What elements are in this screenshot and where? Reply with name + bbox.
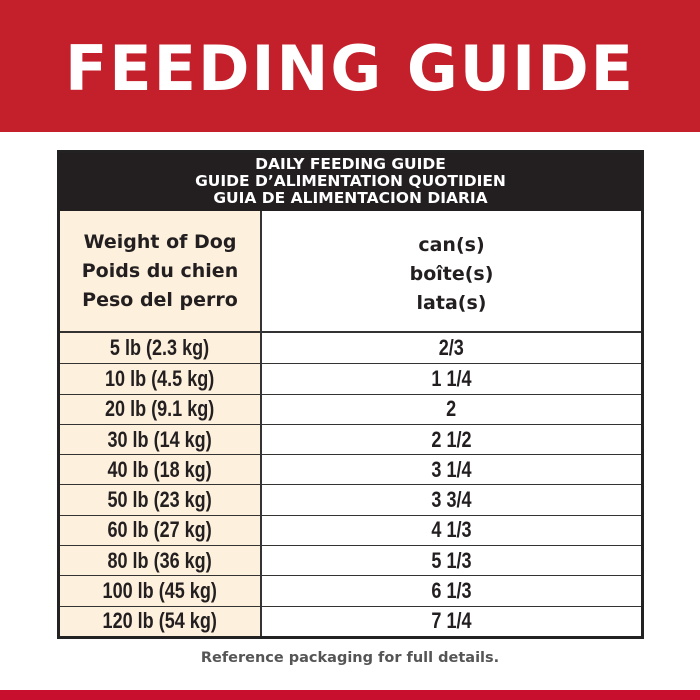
- table-body: 5 lb (2.3 kg) 2/3 10 lb (4.5 kg) 1 1/4 20 lb…: [60, 333, 641, 636]
- cans-cell: 2: [262, 395, 641, 424]
- bottom-stripe: [0, 690, 700, 700]
- footnote: Reference packaging for full details.: [200, 650, 500, 666]
- feeding-table: DAILY FEEDING GUIDE GUIDE D’ALIMENTATION…: [57, 150, 644, 639]
- weight-value: 40 lb (18 kg): [107, 456, 213, 482]
- weight-column-header: Weight of Dog Poids du chien Peso del pe…: [60, 211, 262, 331]
- heading-es: GUIA DE ALIMENTACION DIARIA: [213, 189, 488, 207]
- table-row: 5 lb (2.3 kg) 2/3: [60, 333, 641, 364]
- title-banner: FEEDING GUIDE: [0, 0, 700, 132]
- cans-cell: 3 1/4: [262, 455, 641, 484]
- table-row: 50 lb (23 kg) 3 3/4: [60, 484, 641, 515]
- weight-value: 80 lb (36 kg): [107, 547, 213, 573]
- heading-en: DAILY FEEDING GUIDE: [255, 155, 446, 173]
- cans-header-en: can(s): [418, 233, 485, 256]
- weight-cell: 120 lb (54 kg): [60, 606, 262, 636]
- weight-cell: 30 lb (14 kg): [60, 424, 262, 455]
- cans-cell: 2 1/2: [262, 425, 641, 454]
- cans-header-es: lata(s): [416, 291, 487, 314]
- cans-cell: 4 1/3: [262, 516, 641, 545]
- table-row: 40 lb (18 kg) 3 1/4: [60, 454, 641, 485]
- weight-value: 120 lb (54 kg): [102, 608, 218, 634]
- table-row: 30 lb (14 kg) 2 1/2: [60, 423, 641, 455]
- weight-header-en: Weight of Dog: [83, 230, 237, 253]
- table-row: 120 lb (54 kg) 7 1/4: [60, 605, 641, 636]
- weight-value: 10 lb (4.5 kg): [105, 365, 215, 391]
- cans-header-fr: boîte(s): [409, 262, 494, 285]
- weight-header-fr: Poids du chien: [81, 259, 239, 282]
- cans-cell: 2/3: [262, 333, 641, 363]
- page-title: FEEDING GUIDE: [64, 31, 636, 105]
- table-row: 100 lb (45 kg) 6 1/3: [60, 575, 641, 606]
- weight-cell: 20 lb (9.1 kg): [60, 394, 262, 424]
- cans-cell: 1 1/4: [262, 364, 641, 393]
- cans-column-header: can(s) boîte(s) lata(s): [262, 211, 641, 331]
- cans-value: 2/3: [438, 335, 465, 361]
- table-row: 20 lb (9.1 kg) 2: [60, 393, 641, 424]
- cans-value: 2: [446, 396, 457, 422]
- weight-cell: 60 lb (27 kg): [60, 515, 262, 546]
- weight-value: 50 lb (23 kg): [107, 487, 213, 513]
- weight-cell: 100 lb (45 kg): [60, 576, 262, 606]
- table-heading: DAILY FEEDING GUIDE GUIDE D’ALIMENTATION…: [60, 153, 641, 211]
- cans-value: 7 1/4: [431, 608, 472, 634]
- table-row: 80 lb (36 kg) 5 1/3: [60, 545, 641, 576]
- cans-cell: 6 1/3: [262, 576, 641, 605]
- cans-cell: 7 1/4: [262, 607, 641, 636]
- weight-cell: 80 lb (36 kg): [60, 546, 262, 576]
- table-row: 10 lb (4.5 kg) 1 1/4: [60, 363, 641, 394]
- column-headers: Weight of Dog Poids du chien Peso del pe…: [60, 211, 641, 333]
- table-row: 60 lb (27 kg) 4 1/3: [60, 514, 641, 546]
- cans-value: 6 1/3: [431, 578, 472, 604]
- weight-cell: 5 lb (2.3 kg): [60, 333, 262, 364]
- cans-value: 2 1/2: [431, 426, 472, 452]
- cans-value: 3 3/4: [431, 487, 472, 513]
- weight-cell: 40 lb (18 kg): [60, 455, 262, 485]
- weight-value: 60 lb (27 kg): [107, 517, 213, 543]
- weight-cell: 50 lb (23 kg): [60, 485, 262, 515]
- heading-fr: GUIDE D’ALIMENTATION QUOTIDIEN: [195, 172, 506, 190]
- cans-cell: 5 1/3: [262, 546, 641, 575]
- cans-value: 5 1/3: [431, 547, 472, 573]
- cans-value: 3 1/4: [431, 456, 472, 482]
- weight-value: 20 lb (9.1 kg): [105, 396, 215, 422]
- cans-value: 4 1/3: [431, 517, 472, 543]
- weight-cell: 10 lb (4.5 kg): [60, 364, 262, 394]
- weight-value: 100 lb (45 kg): [102, 578, 218, 604]
- cans-value: 1 1/4: [431, 365, 472, 391]
- weight-value: 5 lb (2.3 kg): [110, 335, 210, 361]
- cans-cell: 3 3/4: [262, 485, 641, 514]
- weight-header-es: Peso del perro: [82, 288, 238, 311]
- weight-value: 30 lb (14 kg): [107, 426, 213, 452]
